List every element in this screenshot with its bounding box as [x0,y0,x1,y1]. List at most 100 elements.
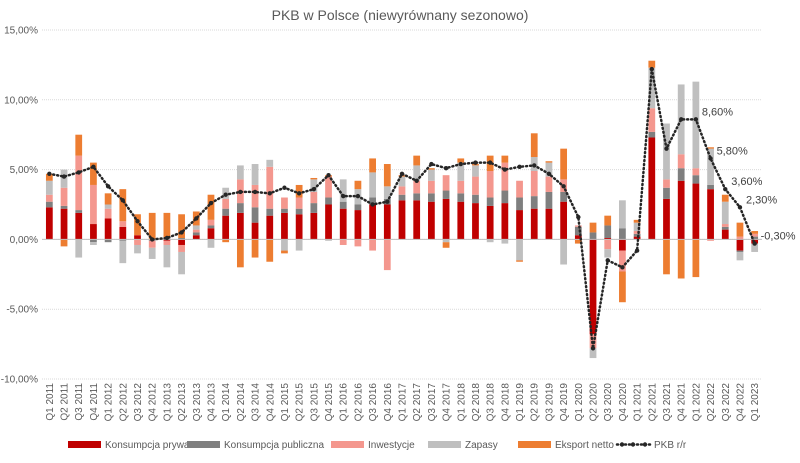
gdp-point [634,248,640,253]
bar-segment [751,231,759,234]
gdp-point [61,174,67,179]
bar-segment [736,236,744,240]
bar-segment [589,222,597,233]
bar-segment [90,242,97,245]
bar-segment [633,233,641,237]
bar-segment [560,148,568,180]
bar-segment [589,348,597,359]
bar-segment [45,194,53,202]
x-axis: Q1 2011 Q2 2011 Q3 2011 Q4 2011 Q1 2012 Q2 20… [45,383,761,422]
bar-segment [677,154,685,169]
bar-segment [398,186,406,195]
chart-title: PKB w Polsce (niewyrównany sezonowo) [272,7,529,23]
bar-segment [134,244,141,254]
gdp-point [326,172,331,178]
bar-segment [398,200,406,240]
bar-segment [648,67,656,109]
gdp-line [47,66,757,351]
bar-segment [648,60,656,68]
bar-segment [310,203,318,213]
bar-segment [75,212,83,240]
bar-segment [707,239,714,241]
gdp-point [443,166,449,171]
bar-segment [383,239,391,271]
bar-segment [442,190,450,199]
x-tick-label: Q4 2017 [442,383,453,422]
gdp-point [678,117,684,122]
bar-segment [251,222,259,240]
data-label: 8,60% [702,106,733,118]
x-tick-label: Q1 2018 [456,383,467,422]
bar-segment [648,131,656,138]
bar-segment [428,193,435,202]
bar-segment [663,123,670,180]
x-tick-label: Q3 2017 [427,383,438,422]
bar-segment [119,189,127,222]
bar-segment [560,191,568,202]
bar-segment [295,239,303,251]
x-tick-label: Q4 2018 [500,383,511,422]
bar-segment [721,224,729,227]
bar-segment [119,221,127,227]
bar-segment [736,239,744,251]
bar-segment [574,235,582,240]
bar-segment [163,244,171,268]
bar-segment [413,180,421,194]
bar-segment [207,194,215,220]
bar-segment [677,180,685,240]
bar-segment [207,225,215,229]
bar-segment [530,133,538,158]
gdp-point [47,171,52,176]
legend-swatch [187,441,220,448]
x-tick-label: Q4 2012 [148,383,159,422]
legend-swatch [68,441,101,448]
legend-label: Inwestycje [368,440,415,451]
gdp-point [164,235,170,241]
gdp-point [76,170,81,175]
bar-segment [692,168,700,176]
bar-segment [163,240,171,245]
gdp-point [105,184,111,189]
bar-segment [251,164,259,185]
bar-segment [60,239,68,247]
x-tick-label: Q1 2016 [339,383,350,422]
bar-segment [545,208,553,240]
bar-segment [295,197,303,209]
x-tick-label: Q4 2021 [677,383,688,422]
bar-segment [516,260,523,262]
bar-segment [736,250,744,252]
x-tick-label: Q2 2018 [471,383,482,422]
x-tick-label: Q4 2013 [206,383,217,422]
gdp-point [120,198,126,203]
y-axis: -10,00% -5,00% 0,00% 5,00% 10,00% 15,00% [1,26,38,386]
x-tick-label: Q2 2012 [118,383,129,422]
x-tick-label: Q1 2017 [398,383,409,422]
bar-segment [428,201,435,240]
bar-segment [736,251,744,261]
bar-segment [90,184,97,225]
gdp-point [532,163,537,168]
gdp-point [296,191,302,196]
bar-segment [369,204,376,240]
bar-segment [442,242,450,248]
bar-segment [222,239,230,243]
bar-segment [45,173,53,181]
bar-segment [736,222,744,237]
bar-segment [472,165,479,177]
y-tick-label: 5,00% [10,165,38,176]
bar-segment [413,165,421,181]
bar-segment [45,201,53,208]
bar-segment [251,239,259,258]
bar-segment [545,191,553,209]
x-tick-label: Q1 2013 [162,383,173,422]
bar-segment [457,193,465,202]
bar-segment [281,212,288,240]
legend-swatch [428,441,461,448]
bar-segment [501,162,509,191]
bar-segment [751,236,759,240]
gdp-point [693,117,699,122]
bar-segment [574,239,582,244]
bar-segment [398,176,406,187]
bar-segment [148,240,156,248]
